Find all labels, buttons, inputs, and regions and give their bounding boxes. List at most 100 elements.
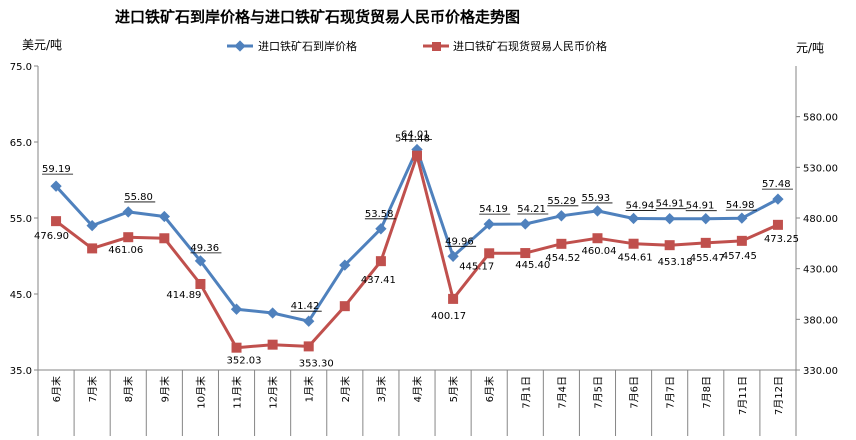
series-1-point	[159, 233, 170, 244]
left-axis-unit: 美元/吨	[22, 38, 62, 52]
x-tick-label: 12月末	[267, 376, 280, 409]
series-1-data-label: 455.47	[690, 253, 725, 264]
series-1-data-label: 457.45	[722, 251, 757, 262]
series-0-data-label: 49.96	[445, 236, 474, 247]
x-tick-label: 10月末	[194, 376, 207, 409]
series-1-data-label: 460.04	[581, 246, 616, 257]
series-0-point	[266, 307, 279, 319]
x-tick-label: 2月末	[339, 376, 352, 402]
x-tick-label: 7月11日	[737, 376, 749, 415]
series-0-point	[664, 213, 676, 225]
legend-item-rmb: 进口铁矿石现货贸易人民币价格	[423, 39, 607, 53]
right-tick-label: 430.00	[803, 265, 838, 276]
right-tick-label: 380.00	[803, 315, 838, 326]
series-0-point	[591, 205, 604, 217]
x-tick-label: 7月末	[86, 376, 99, 402]
legend-label-cif: 进口铁矿石到岸价格	[258, 39, 357, 53]
series-1-data-label: 476.90	[34, 231, 69, 242]
series-1-point	[375, 256, 386, 267]
series-0-point	[194, 255, 207, 267]
series-1-point	[556, 238, 567, 249]
series-1-data-label: 473.25	[764, 234, 799, 245]
series-1-point	[303, 341, 314, 352]
x-tick-label: 7月6日	[629, 376, 641, 409]
series-1-point	[628, 238, 639, 249]
x-tick-label: 8月末	[122, 376, 135, 402]
series-1-data-label: 454.52	[545, 253, 580, 264]
series-1-point	[664, 240, 675, 251]
x-tick-label: 7月12日	[773, 376, 785, 415]
series-0-point	[772, 193, 784, 205]
series-1-data-label: 541.48	[395, 134, 430, 145]
series-0-point	[519, 218, 531, 230]
series-0-data-label: 41.42	[291, 301, 320, 312]
series-1-data-label: 353.30	[299, 358, 334, 369]
series-0-data-label: 64.01	[401, 130, 430, 141]
series-0-point	[700, 213, 712, 225]
x-tick-label: 6月末	[50, 376, 63, 402]
right-axis-unit: 元/吨	[796, 41, 824, 55]
series-0-data-label: 54.91	[686, 201, 715, 212]
right-tick-label: 530.00	[803, 163, 838, 174]
series-1-data-label: 461.06	[108, 245, 143, 256]
x-tick-label: 9月末	[158, 376, 171, 402]
series-1-data-label: 445.17	[459, 261, 494, 272]
x-tick-label: 4月末	[411, 376, 424, 402]
series-1-data-label: 445.40	[515, 260, 550, 271]
series-1-point	[267, 339, 278, 350]
x-tick-label: 7月1日	[520, 376, 532, 409]
x-tick-label: 7月8日	[701, 376, 713, 409]
series-0-data-label: 55.29	[547, 196, 576, 207]
series-0-point	[339, 259, 351, 271]
data-labels: 59.19 55.80 49.36 41.42 53.58 64.01 49.96 54.19…	[34, 130, 799, 370]
series-0-point	[555, 210, 568, 222]
series-1-point	[231, 342, 242, 353]
x-tick-label: 6月末	[483, 376, 496, 402]
series-0-data-label: 57.48	[762, 179, 791, 190]
series-0-point	[122, 206, 134, 218]
series-1-data-label: 453.18	[658, 257, 693, 268]
series-0-data-label: 54.91	[656, 199, 685, 210]
right-tick-label: 580.00	[803, 113, 838, 124]
series-0-data-label: 55.80	[124, 192, 153, 203]
series-0-data-label: 49.36	[190, 243, 219, 254]
right-tick-label: 330.00	[803, 366, 838, 377]
right-tick-label: 480.00	[803, 214, 838, 225]
series-1-data-label: 414.89	[166, 290, 201, 301]
series-1-data-label: 400.17	[431, 311, 466, 322]
series-1-point	[123, 232, 134, 243]
series-1-point	[700, 237, 711, 248]
x-tick-label: 7月7日	[665, 376, 677, 409]
left-tick-label: 55.0	[10, 214, 32, 225]
series-0-data-label: 55.93	[581, 193, 610, 204]
series-0-data-label: 53.58	[365, 209, 394, 220]
legend: 进口铁矿石到岸价格 进口铁矿石现货贸易人民币价格	[227, 39, 607, 53]
left-tick-label: 65.0	[10, 138, 32, 149]
series-0-point	[303, 315, 315, 327]
series-0-data-label: 54.21	[517, 204, 546, 215]
x-tick-label: 7月5日	[592, 376, 604, 409]
series-1-point	[51, 216, 62, 227]
series-1-point	[484, 248, 495, 259]
series-0-point	[375, 223, 387, 235]
series-1-data-label: 437.41	[361, 275, 396, 286]
series-0-data-label: 59.19	[42, 164, 71, 175]
series-0-point	[627, 212, 640, 225]
left-tick-label: 35.0	[10, 366, 32, 377]
legend-label-rmb: 进口铁矿石现货贸易人民币价格	[453, 39, 607, 53]
series-0-point	[158, 210, 170, 223]
series-1-point	[736, 235, 747, 246]
series-1-data-label: 352.03	[227, 356, 262, 367]
series-1-point	[592, 233, 603, 244]
series-0-point	[50, 180, 62, 192]
series-1-point	[195, 278, 206, 289]
series-0-point	[483, 218, 495, 230]
x-tick-label: 5月末	[447, 376, 460, 402]
series-line-1	[55, 154, 779, 350]
x-tick-label: 11月末	[231, 376, 244, 409]
series-layer	[50, 143, 784, 353]
series-1-point	[772, 219, 783, 230]
x-tick-label: 3月末	[375, 376, 388, 402]
series-1-point	[448, 293, 459, 304]
